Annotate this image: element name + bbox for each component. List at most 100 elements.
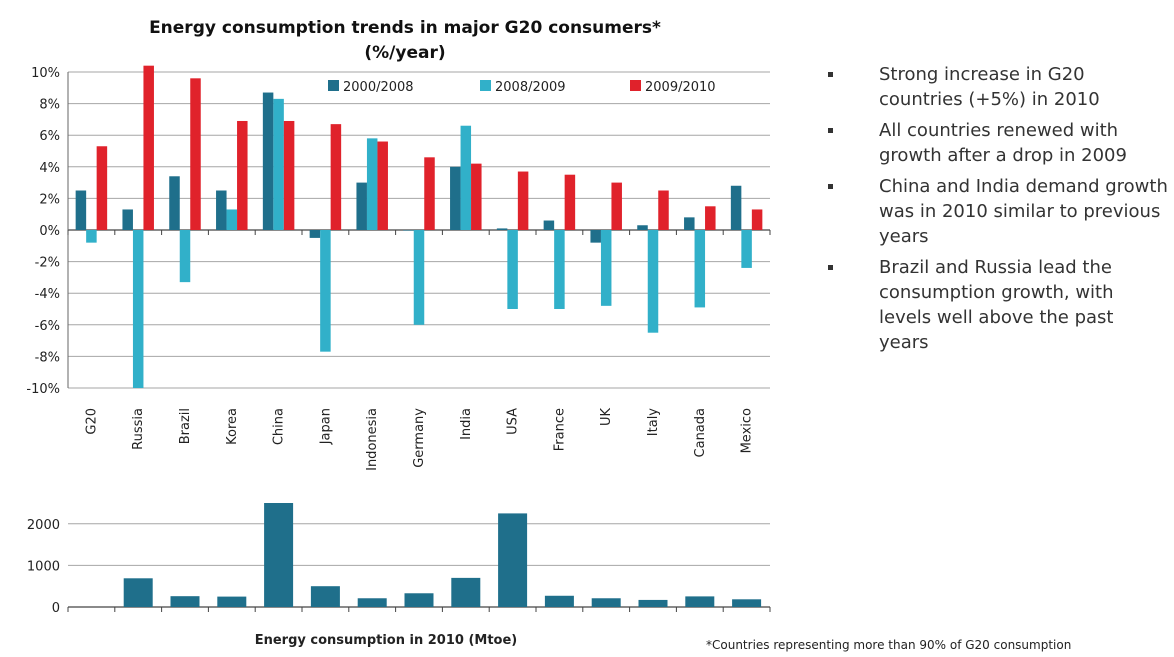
bar-2000-2008: [75, 190, 87, 230]
bar-2008-2009: [694, 230, 706, 308]
bar-2008-2009: [179, 230, 191, 283]
bar-2008-2009: [226, 209, 238, 230]
bar-2009-2010: [330, 124, 342, 230]
bullet-square-icon: [828, 184, 833, 189]
x-category-label: Russia: [131, 408, 146, 450]
y-tick-label: -6%: [35, 319, 60, 334]
bar-2009-2010: [424, 157, 435, 230]
bar-2009-2010: [564, 174, 576, 230]
y-tick-label: -4%: [35, 287, 60, 302]
bar-2008-2009: [507, 230, 518, 309]
y-tick-label: 10%: [31, 66, 60, 81]
y-tick-label: 0%: [39, 224, 60, 239]
x-category-label: Japan: [318, 408, 333, 445]
bar-2009-2010: [705, 206, 716, 230]
consumption-bar: [170, 596, 200, 607]
bullet-square-icon: [828, 265, 833, 270]
bullet-item: All countries renewed with growth after …: [828, 118, 1168, 168]
y-tick-label: 6%: [39, 129, 60, 144]
bar-2008-2009: [460, 125, 472, 230]
x-category-label: France: [552, 408, 567, 451]
bullet-item: China and India demand growth was in 201…: [828, 174, 1168, 249]
bar-2008-2009: [320, 230, 331, 352]
x-category-label: UK: [599, 408, 614, 427]
x-category-label: Korea: [225, 408, 240, 445]
bar-2008-2009: [600, 230, 612, 306]
bullet-item: Brazil and Russia lead the consumption g…: [828, 255, 1168, 355]
bar-2008-2009: [413, 230, 425, 325]
bar-2000-2008: [684, 217, 695, 230]
bullet-list: Strong increase in G20 countries (+5%) i…: [828, 62, 1168, 361]
x-category-label: India: [459, 408, 474, 440]
bullet-text: Brazil and Russia lead the consumption g…: [879, 257, 1114, 353]
consumption-bar: [591, 598, 621, 607]
chart-title: (%/year): [364, 43, 445, 63]
bar-2008-2009: [132, 230, 144, 388]
consumption-bar: [123, 578, 153, 607]
x-category-label: USA: [506, 408, 521, 435]
bullet-text: All countries renewed with growth after …: [879, 120, 1127, 166]
x-category-label: China: [272, 408, 287, 445]
consumption-bar: [451, 577, 481, 607]
bar-2009-2010: [517, 171, 529, 230]
consumption-bar: [357, 598, 387, 607]
bar-2009-2010: [377, 141, 388, 230]
bullet-square-icon: [828, 128, 833, 133]
x-category-label: Germany: [412, 408, 427, 468]
x-category-label: Mexico: [740, 408, 755, 453]
bullet-text: China and India demand growth was in 201…: [879, 176, 1168, 247]
consumption-bar: [544, 595, 574, 607]
y-tick-label: 2%: [39, 192, 60, 207]
bar-2009-2010: [611, 182, 622, 230]
bar-2000-2008: [169, 176, 180, 230]
bar-2000-2008: [309, 230, 321, 238]
bar-2008-2009: [273, 98, 284, 230]
x-category-label: Italy: [646, 408, 661, 437]
y-tick-label: -2%: [35, 256, 60, 271]
x-category-label: Brazil: [178, 408, 193, 444]
footnote: *Countries representing more than 90% of…: [706, 638, 1072, 652]
x-category-label: G20: [84, 408, 99, 435]
bar-2000-2008: [450, 166, 461, 230]
consumption-bar: [217, 596, 247, 607]
x-category-label: Canada: [693, 408, 708, 457]
bar-2008-2009: [86, 230, 97, 243]
consumption-bar: [404, 593, 434, 607]
bar-2008-2009: [366, 138, 378, 230]
legend-label: 2009/2010: [645, 80, 716, 95]
legend-label: 2000/2008: [343, 80, 414, 95]
bar-2000-2008: [403, 230, 414, 231]
bar-2000-2008: [356, 182, 367, 230]
bar-2000-2008: [730, 185, 742, 230]
bar-2008-2009: [554, 230, 565, 309]
bar-2000-2008: [637, 225, 648, 230]
bar-2009-2010: [471, 163, 482, 230]
y-tick-label: 2000: [27, 518, 60, 533]
y-tick-label: 8%: [39, 98, 60, 113]
y-tick-label: 4%: [39, 161, 60, 176]
bottom-chart-title: Energy consumption in 2010 (Mtoe): [255, 633, 518, 648]
bar-2009-2010: [96, 146, 108, 230]
bar-2009-2010: [143, 65, 154, 231]
consumption-bar: [638, 599, 668, 607]
bar-2009-2010: [658, 190, 669, 230]
bar-2009-2010: [237, 120, 248, 230]
bar-2000-2008: [496, 228, 508, 230]
y-tick-label: 0: [52, 601, 60, 616]
legend-swatch: [328, 80, 339, 91]
legend-swatch: [480, 80, 491, 91]
bar-2000-2008: [122, 209, 133, 230]
legend-label: 2008/2009: [495, 80, 566, 95]
bar-2000-2008: [262, 92, 274, 230]
bar-2009-2010: [190, 78, 201, 230]
x-category-label: Indonesia: [365, 408, 380, 471]
bullet-item: Strong increase in G20 countries (+5%) i…: [828, 62, 1168, 112]
bar-2009-2010: [283, 120, 295, 230]
bullet-square-icon: [828, 72, 833, 77]
consumption-bar: [498, 513, 528, 607]
bullet-text: Strong increase in G20 countries (+5%) i…: [879, 64, 1100, 110]
chart-title: Energy consumption trends in major G20 c…: [149, 18, 661, 38]
bar-2009-2010: [751, 209, 763, 230]
consumption-bar: [264, 503, 294, 607]
